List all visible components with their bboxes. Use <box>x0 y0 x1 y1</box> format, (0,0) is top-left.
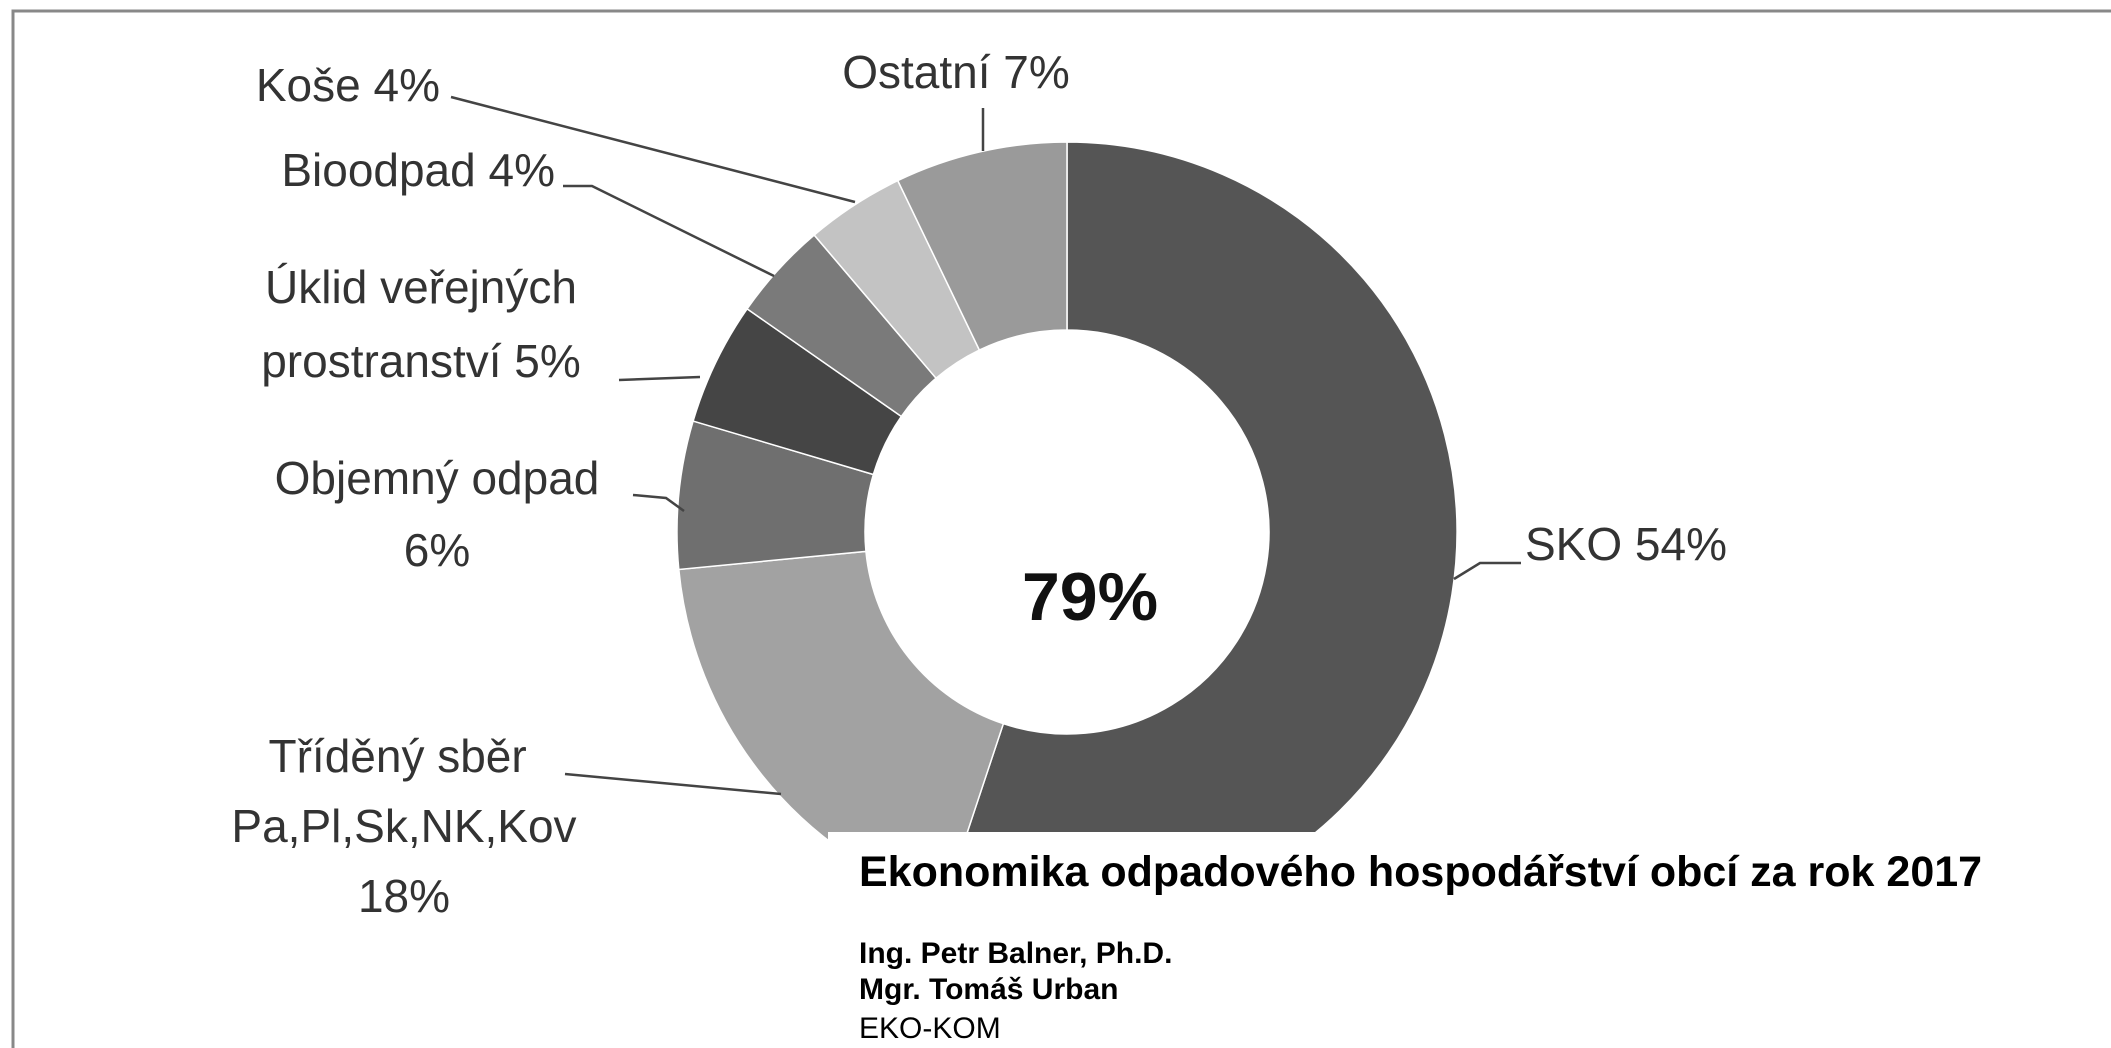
segment-label: Úklid veřejných <box>265 261 577 313</box>
label-line: SKO <box>1525 518 1622 570</box>
document-title: Ekonomika odpadového hospodářství obcí z… <box>859 848 1982 896</box>
value-label: 18% <box>358 870 450 922</box>
organization: EKO-KOM <box>859 1012 1001 1045</box>
label-line: Objemný odpad <box>275 452 600 504</box>
label-line: prostranství <box>261 335 502 387</box>
author: Ing. Petr Balner, Ph.D. <box>859 937 1172 970</box>
leader-line <box>564 772 782 796</box>
leader-line <box>450 95 856 204</box>
value-label: 5% <box>502 335 581 387</box>
donut-segment <box>896 141 1068 352</box>
value-label: 54% <box>1622 518 1727 570</box>
label-line: Úklid veřejných <box>265 261 577 313</box>
value-label: 4% <box>361 59 440 111</box>
donut-chart: SKO 54% Tříděný sběr Pa,Pl,Sk,NK,Kov 18% Ob… <box>231 46 1727 923</box>
center-annotation: 79% <box>1022 559 1158 635</box>
value-label: 4% <box>476 144 555 196</box>
segment-label-line: SKO 54% <box>1525 518 1727 570</box>
leader-line <box>618 375 701 382</box>
label-line: Tříděný sběr <box>269 730 540 782</box>
document-card <box>828 832 2111 1048</box>
label-line: Ostatní <box>842 46 991 98</box>
segment-label-line: Ostatní 7% <box>842 46 1070 98</box>
segment-label: Tříděný sběr Pa,Pl,Sk,NK,Kov <box>231 730 576 852</box>
value-label: 6% <box>404 524 470 576</box>
segment-label: Objemný odpad <box>275 452 600 504</box>
label-line: Koše <box>256 59 361 111</box>
leader-line <box>563 184 775 278</box>
leader-line <box>632 493 685 513</box>
value-label: 7% <box>991 46 1070 98</box>
author: Mgr. Tomáš Urban <box>859 973 1118 1006</box>
label-line: Pa,Pl,Sk,NK,Kov <box>231 800 576 852</box>
leader-line <box>1453 561 1521 581</box>
segment-label-line: Bioodpad 4% <box>281 144 555 196</box>
segment-label-line: Koše 4% <box>256 59 440 111</box>
label-line: Bioodpad <box>281 144 475 196</box>
segment-label-tail: prostranství 5% <box>261 335 581 387</box>
